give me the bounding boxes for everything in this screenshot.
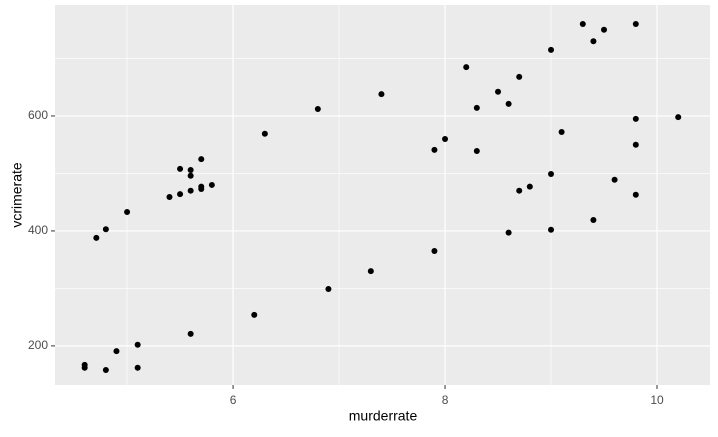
point bbox=[590, 38, 597, 45]
point bbox=[187, 187, 194, 194]
point bbox=[134, 364, 141, 371]
y-axis-title: vcrimerate bbox=[9, 162, 25, 228]
point bbox=[431, 146, 438, 153]
point bbox=[187, 166, 194, 173]
y-tick-label: 200 bbox=[28, 338, 48, 352]
point bbox=[208, 181, 215, 188]
point bbox=[463, 64, 470, 71]
y-tick-label: 600 bbox=[28, 108, 48, 122]
point bbox=[558, 129, 565, 136]
point bbox=[632, 20, 639, 27]
point bbox=[516, 187, 523, 194]
point bbox=[134, 341, 141, 348]
point bbox=[378, 91, 385, 98]
point bbox=[632, 141, 639, 148]
point bbox=[177, 165, 184, 172]
point bbox=[431, 248, 438, 255]
point bbox=[187, 330, 194, 337]
point bbox=[261, 130, 268, 137]
point bbox=[611, 176, 618, 183]
point bbox=[124, 208, 131, 215]
point bbox=[601, 26, 608, 33]
point bbox=[251, 311, 258, 318]
point bbox=[495, 88, 502, 95]
point bbox=[177, 191, 184, 198]
point bbox=[590, 217, 597, 224]
point bbox=[473, 104, 480, 111]
point bbox=[102, 226, 109, 233]
point bbox=[548, 46, 555, 53]
point bbox=[442, 135, 449, 142]
point bbox=[325, 285, 332, 292]
point bbox=[632, 191, 639, 198]
point bbox=[632, 115, 639, 122]
x-axis-title: murderrate bbox=[349, 408, 418, 424]
point bbox=[166, 194, 173, 201]
point bbox=[579, 20, 586, 27]
point bbox=[526, 183, 533, 190]
point bbox=[93, 234, 100, 241]
point bbox=[198, 156, 205, 163]
point bbox=[548, 171, 555, 178]
point bbox=[675, 114, 682, 121]
point bbox=[516, 73, 523, 80]
point bbox=[187, 172, 194, 179]
point bbox=[314, 106, 321, 113]
point bbox=[505, 100, 512, 107]
panel bbox=[55, 5, 710, 385]
x-tick-label: 8 bbox=[442, 393, 449, 407]
x-tick-label: 6 bbox=[230, 393, 237, 407]
point bbox=[505, 229, 512, 236]
point bbox=[548, 226, 555, 233]
y-tick-label: 400 bbox=[28, 223, 48, 237]
point bbox=[367, 268, 374, 275]
x-tick-label: 10 bbox=[650, 393, 664, 407]
point bbox=[198, 185, 205, 192]
point bbox=[473, 148, 480, 155]
point bbox=[113, 348, 120, 355]
point bbox=[102, 367, 109, 374]
point bbox=[81, 364, 88, 371]
